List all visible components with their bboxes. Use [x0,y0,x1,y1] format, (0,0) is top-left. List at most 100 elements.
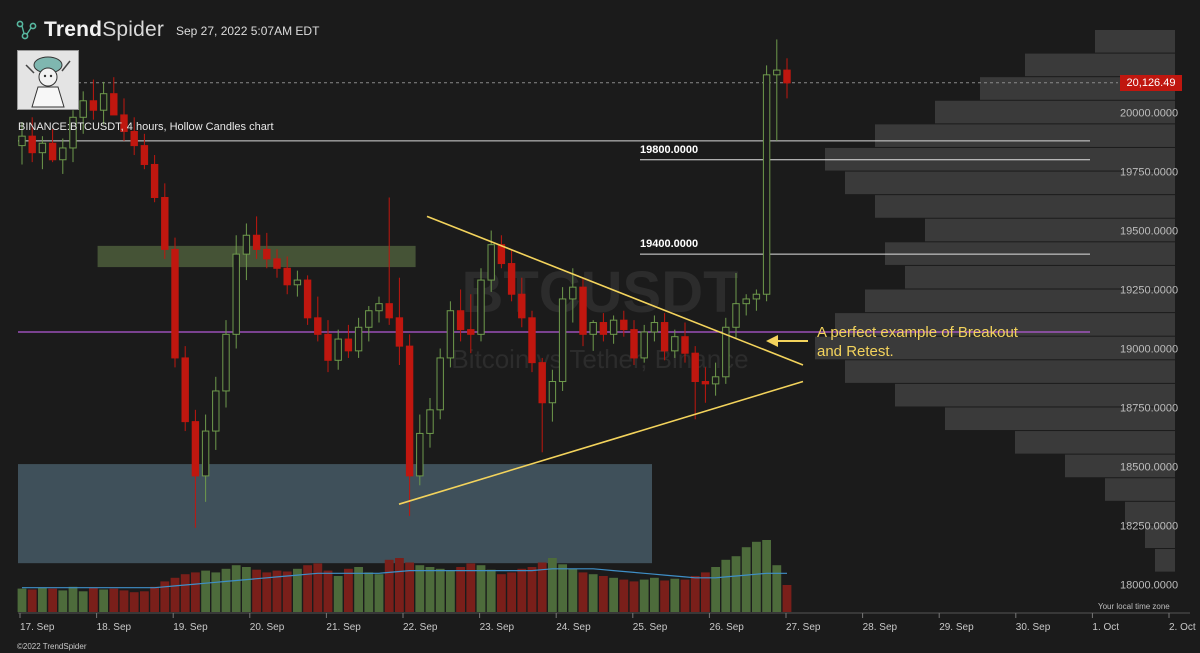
x-tick-label: 18. Sep [97,622,132,633]
candle-body [783,69,791,84]
volume-profile-bar [895,383,1175,407]
candle [660,313,669,361]
volume-bar [191,572,200,612]
candle [691,346,699,420]
volume-profile-bar [845,360,1175,383]
candle-body [599,322,608,335]
candle-body [416,432,424,477]
volume-bar [221,568,231,612]
brand-name-part1: Trend [44,18,103,41]
volume-bar [741,547,751,612]
y-tick-label: 19000.0000 [1120,343,1178,355]
candle [232,235,240,349]
volume-bar [395,558,404,612]
candle [212,376,220,450]
volume-bar [231,565,241,612]
candle [497,235,506,269]
volume-profile-bar [865,289,1175,313]
candle [762,65,771,302]
volume-bar [68,586,78,612]
volume-bar [293,568,302,612]
x-tick-label: 29. Sep [939,622,974,633]
watermark-symbol: BTCUSDT [461,260,738,325]
volume-bar [17,588,27,612]
candle-body [212,390,220,432]
volume-bar [497,574,506,612]
candle-body [252,234,261,250]
candle-body [395,317,404,347]
candle-body [528,317,536,364]
candle-body [201,430,210,477]
candle-body [334,338,342,361]
candle-body [365,310,373,328]
candle [609,315,618,344]
candle-body [446,310,455,359]
y-tick-label: 19250.0000 [1120,285,1178,297]
volume-bar [527,567,537,612]
candle [191,409,200,528]
candle [303,275,312,325]
demand-zone [18,464,652,564]
volume-bar [711,567,720,612]
candle-body [283,267,291,286]
volume-bar [507,572,516,612]
candle-body [752,293,761,300]
candle-body [222,333,230,392]
candle [150,155,159,203]
volume-bar [242,567,251,612]
candle [518,277,526,328]
annotation-arrow-head [766,335,778,347]
volume-bar [27,589,37,612]
candle-body [650,322,659,333]
local-time-zone-label[interactable]: Your local time zone [1098,602,1170,611]
volume-bar [272,570,282,612]
volume-bar [660,580,669,612]
candle-body [691,352,699,383]
candle-body [711,376,720,385]
volume-bar [690,576,700,612]
volume-bar [721,559,731,612]
volume-bar [609,577,618,612]
candle [681,322,689,363]
candle [252,216,261,259]
candle-body [589,322,597,335]
volume-bar [78,591,88,612]
candle-body [405,345,414,477]
candle [283,256,291,295]
candle [671,329,679,358]
candle [273,249,281,278]
annotation-text: A perfect example of Breakout and Retest… [817,323,1018,361]
volume-profile-bar [845,171,1175,195]
candle [171,237,179,368]
volume-bar [537,562,547,612]
candle [722,317,730,384]
level-label-19400: 19400.0000 [640,238,699,251]
candle-body [48,142,57,161]
candle-body [487,244,495,281]
volume-bar [680,579,690,612]
candle [487,230,495,292]
y-tick-label: 20000.0000 [1120,108,1178,120]
volume-bar [476,565,486,612]
candle [140,133,149,170]
x-tick-label: 21. Sep [326,622,361,633]
volume-profile-bar [1105,478,1175,501]
volume-bar [670,578,680,612]
candle [201,414,210,502]
volume-bar [435,568,445,612]
candle [344,324,353,358]
candle-body [640,331,648,359]
candle [467,294,475,354]
volume-profile-bar [1155,549,1175,572]
candle-body [732,303,740,328]
volume-bar [619,579,629,612]
candle-body [467,329,475,335]
network-nodes-icon [16,20,37,40]
candle [416,414,424,486]
volume-profile-bar [905,265,1175,289]
candle-body [722,326,730,378]
candle-body [69,116,77,149]
candle-body [701,381,710,385]
